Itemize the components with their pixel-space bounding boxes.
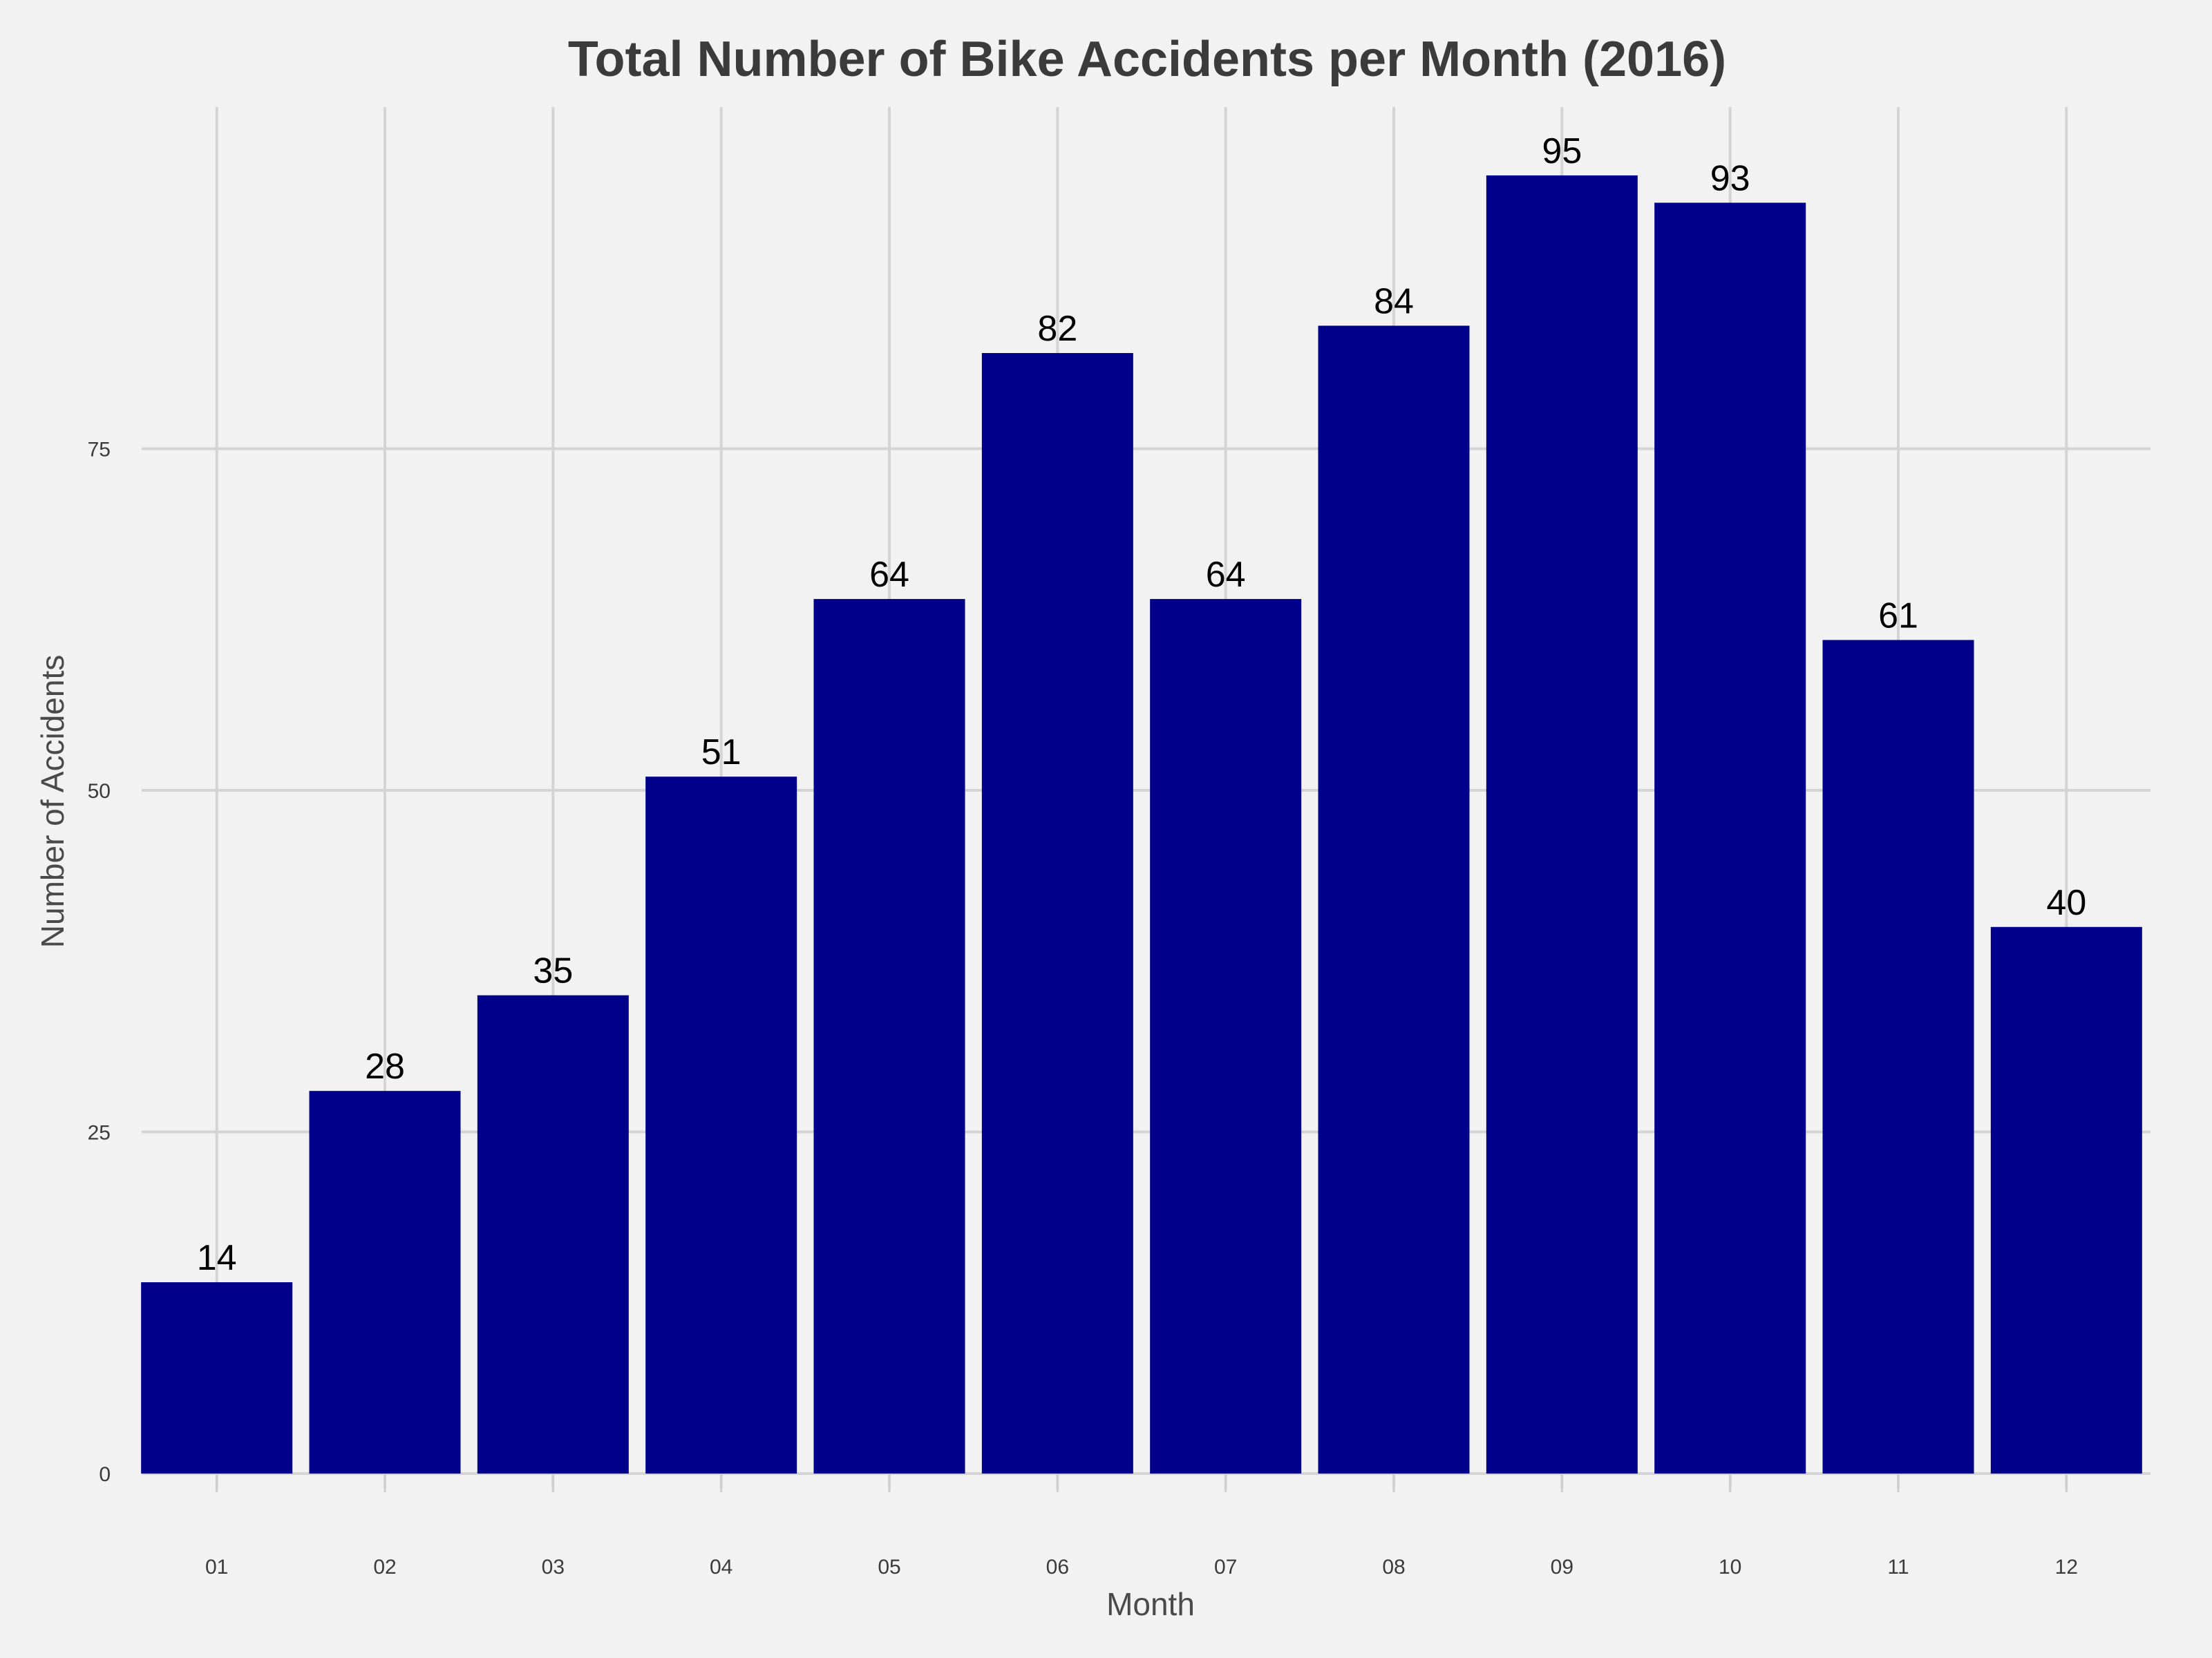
data-labels: 14 28 35 51 64 82 64 84 95 93 61 40 <box>197 131 2087 1278</box>
x-tick-label-12: 12 <box>2055 1556 2078 1579</box>
x-tick-label-01: 01 <box>205 1556 228 1579</box>
x-axis-label: Month <box>1106 1586 1195 1622</box>
data-label-02: 28 <box>365 1047 405 1087</box>
bar-07 <box>1150 599 1302 1474</box>
x-tick-label-07: 07 <box>1214 1556 1237 1579</box>
data-label-08: 84 <box>1374 281 1414 321</box>
bar-05 <box>813 599 965 1474</box>
bar-06 <box>981 353 1133 1474</box>
bar-03 <box>477 995 629 1474</box>
data-label-12: 40 <box>2046 883 2086 923</box>
x-tick-label-04: 04 <box>710 1556 732 1579</box>
x-tick-label-06: 06 <box>1046 1556 1069 1579</box>
x-tick-label-05: 05 <box>878 1556 900 1579</box>
y-tick-label: 25 <box>88 1122 111 1145</box>
x-tick-label-09: 09 <box>1551 1556 1573 1579</box>
data-label-11: 61 <box>1878 595 1918 636</box>
y-tick-label: 50 <box>88 780 111 803</box>
x-tick-label-02: 02 <box>373 1556 396 1579</box>
y-axis-label: Number of Accidents <box>35 655 70 948</box>
y-tick-label: 0 <box>99 1463 111 1486</box>
x-tick-label-10: 10 <box>1719 1556 1741 1579</box>
data-label-09: 95 <box>1542 131 1582 171</box>
bar-04 <box>645 776 797 1474</box>
y-tick-label: 75 <box>88 439 111 461</box>
tick-labels: 0 25 50 75 01 02 03 04 05 06 07 08 09 10 11 12 <box>88 439 2078 1579</box>
bar-12 <box>1990 926 2142 1474</box>
data-label-05: 64 <box>869 555 909 595</box>
data-label-06: 82 <box>1037 309 1077 349</box>
data-label-01: 14 <box>197 1238 237 1278</box>
data-label-07: 64 <box>1206 555 1246 595</box>
bar-08 <box>1318 325 1470 1474</box>
bar-11 <box>1822 640 1974 1474</box>
x-tick-label-03: 03 <box>542 1556 565 1579</box>
x-tick-label-08: 08 <box>1382 1556 1405 1579</box>
chart-title: Total Number of Bike Accidents per Month… <box>568 32 1726 87</box>
bars <box>141 175 2142 1474</box>
x-tick-label-11: 11 <box>1887 1556 1909 1579</box>
bar-09 <box>1486 175 1638 1474</box>
data-label-04: 51 <box>701 732 741 772</box>
data-label-03: 35 <box>533 951 573 991</box>
bar-10 <box>1654 202 1806 1474</box>
bar-02 <box>309 1091 461 1474</box>
data-label-10: 93 <box>1710 158 1750 198</box>
bar-01 <box>141 1282 293 1474</box>
